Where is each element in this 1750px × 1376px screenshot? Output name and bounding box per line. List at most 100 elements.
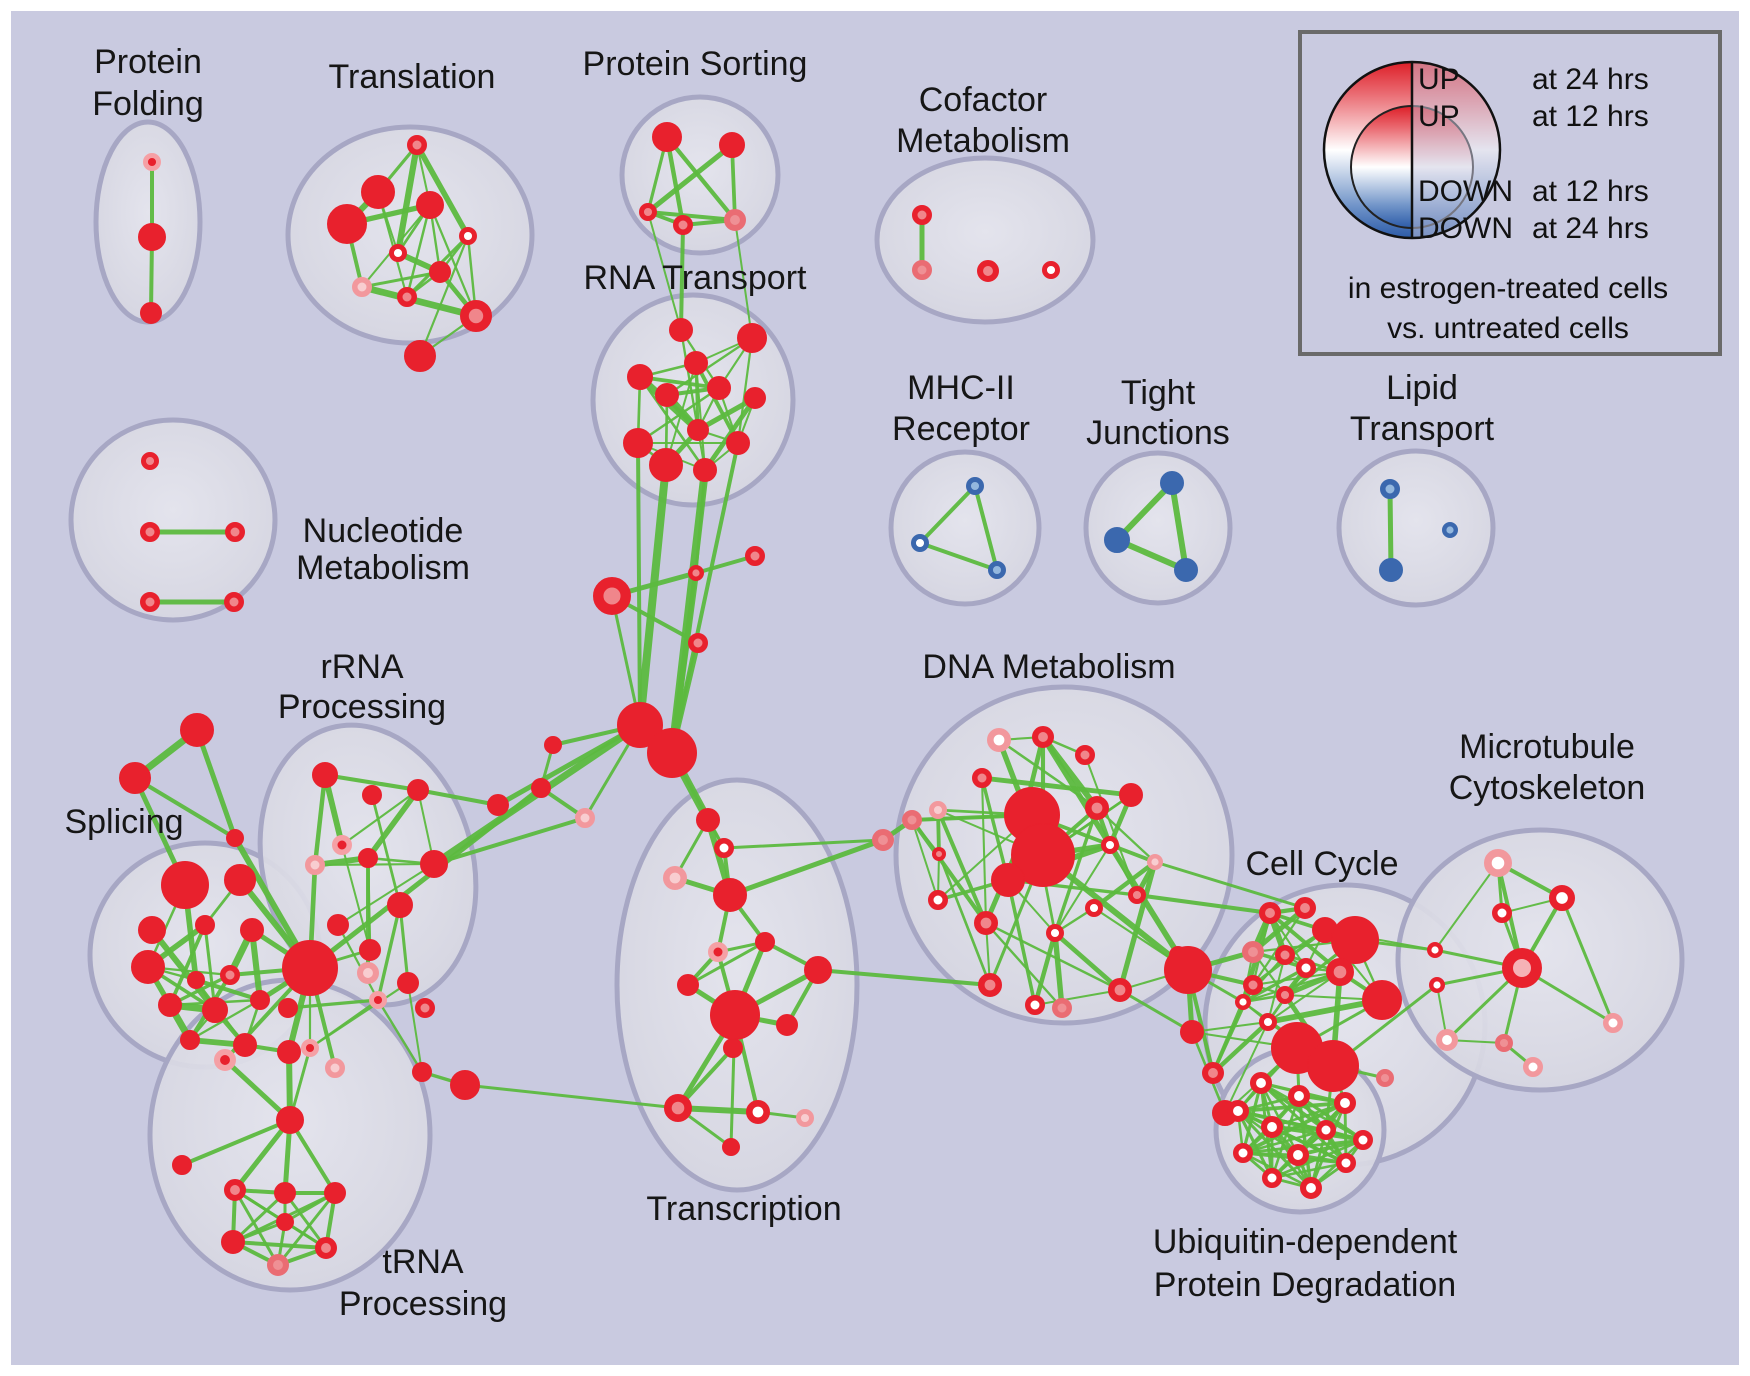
network-node-cellcycle[interactable] bbox=[1234, 994, 1251, 1011]
network-node-dna[interactable] bbox=[1052, 998, 1072, 1018]
network-node-dna[interactable] bbox=[1108, 977, 1133, 1002]
network-node-rrna[interactable] bbox=[397, 972, 419, 994]
network-node-transcription[interactable] bbox=[714, 838, 734, 858]
network-node-microtubule[interactable] bbox=[1502, 948, 1542, 988]
network-node-backbone[interactable] bbox=[531, 778, 551, 798]
network-node-tight[interactable] bbox=[1160, 471, 1184, 495]
network-node-translation[interactable] bbox=[404, 340, 436, 372]
network-node-trna[interactable] bbox=[172, 1155, 192, 1175]
network-node-rna_transport[interactable] bbox=[693, 458, 717, 482]
network-node-dna[interactable] bbox=[1100, 835, 1119, 854]
network-node-rrna[interactable] bbox=[301, 1038, 320, 1057]
network-node-trna[interactable] bbox=[324, 1182, 346, 1204]
network-node-backbone[interactable] bbox=[180, 713, 214, 747]
network-node-trna[interactable] bbox=[266, 1254, 289, 1277]
network-node-rrna[interactable] bbox=[282, 940, 338, 996]
network-node-cellcycle[interactable] bbox=[1243, 975, 1263, 995]
network-node-transcription[interactable] bbox=[713, 878, 747, 912]
network-node-nucleotide[interactable] bbox=[141, 452, 160, 471]
network-node-cofactor[interactable] bbox=[977, 259, 1000, 282]
network-node-rna_transport[interactable] bbox=[627, 364, 653, 390]
network-node-microtubule[interactable] bbox=[1428, 977, 1445, 994]
network-node-protein_sorting[interactable] bbox=[638, 203, 657, 222]
network-node-translation[interactable] bbox=[397, 287, 417, 307]
network-node-rrna[interactable] bbox=[356, 962, 379, 985]
network-node-mhc2[interactable] bbox=[987, 560, 1006, 579]
network-node-dna[interactable] bbox=[972, 768, 992, 788]
network-node-microtubule[interactable] bbox=[1548, 885, 1575, 912]
network-node-rrna[interactable] bbox=[415, 998, 435, 1018]
network-node-rna_transport[interactable] bbox=[726, 431, 750, 455]
network-node-translation[interactable] bbox=[416, 191, 444, 219]
network-node-trna[interactable] bbox=[276, 1106, 304, 1134]
network-node-transcription[interactable] bbox=[677, 974, 699, 996]
network-node-protein_folding[interactable] bbox=[138, 223, 166, 251]
network-node-backbone[interactable] bbox=[647, 728, 697, 778]
network-node-microtubule[interactable] bbox=[1436, 1029, 1459, 1052]
network-node-rrna[interactable] bbox=[412, 1062, 432, 1082]
network-node-rna_transport[interactable] bbox=[744, 387, 766, 409]
network-node-translation[interactable] bbox=[459, 299, 492, 332]
network-node-cellcycle[interactable] bbox=[1275, 985, 1294, 1004]
network-node-dna[interactable] bbox=[1032, 726, 1055, 749]
network-node-dna[interactable] bbox=[977, 972, 1002, 997]
network-node-cofactor[interactable] bbox=[1041, 261, 1060, 280]
network-node-transcription[interactable] bbox=[745, 1100, 770, 1125]
network-node-cofactor[interactable] bbox=[912, 205, 932, 225]
network-node-transcription[interactable] bbox=[804, 956, 832, 984]
network-node-ubiquitin[interactable] bbox=[1334, 1092, 1357, 1115]
network-node-dna[interactable] bbox=[932, 847, 946, 861]
network-node-splicing[interactable] bbox=[224, 864, 256, 896]
network-node-rna_transport[interactable] bbox=[684, 351, 708, 375]
network-node-ubiquitin[interactable] bbox=[1233, 1143, 1253, 1163]
network-node-ubiquitin[interactable] bbox=[1261, 1116, 1284, 1139]
network-node-cellcycle[interactable] bbox=[1202, 1062, 1225, 1085]
network-node-trna[interactable] bbox=[274, 1182, 296, 1204]
network-node-transcription[interactable] bbox=[722, 1138, 740, 1156]
network-node-rrna[interactable] bbox=[407, 779, 429, 801]
network-node-rrna[interactable] bbox=[332, 835, 352, 855]
network-node-rrna[interactable] bbox=[420, 850, 448, 878]
network-node-rrna[interactable] bbox=[359, 939, 381, 961]
network-node-microtubule[interactable] bbox=[1492, 903, 1512, 923]
network-node-microtubule[interactable] bbox=[1523, 1057, 1543, 1077]
network-node-transcription[interactable] bbox=[710, 990, 760, 1040]
network-node-microtubule[interactable] bbox=[1426, 942, 1443, 959]
network-node-translation[interactable] bbox=[429, 261, 451, 283]
network-node-nucleotide[interactable] bbox=[140, 522, 160, 542]
network-node-ubiquitin[interactable] bbox=[1316, 1120, 1336, 1140]
network-node-tight[interactable] bbox=[1174, 558, 1198, 582]
network-node-cellcycle[interactable] bbox=[1331, 916, 1379, 964]
network-node-transcription[interactable] bbox=[696, 808, 720, 832]
network-node-backbone[interactable] bbox=[592, 576, 631, 615]
network-node-trna[interactable] bbox=[277, 1040, 301, 1064]
network-node-dna[interactable] bbox=[1084, 898, 1103, 917]
network-node-rna_transport[interactable] bbox=[655, 383, 679, 407]
network-node-translation[interactable] bbox=[389, 244, 408, 263]
network-node-dna[interactable] bbox=[986, 727, 1011, 752]
network-node-translation[interactable] bbox=[361, 175, 395, 209]
network-node-ubiquitin[interactable] bbox=[1227, 1100, 1250, 1123]
network-node-ubiquitin[interactable] bbox=[1287, 1144, 1310, 1167]
network-node-ubiquitin[interactable] bbox=[1262, 1168, 1282, 1188]
network-node-ubiquitin[interactable] bbox=[1336, 1153, 1356, 1173]
network-node-protein_sorting[interactable] bbox=[719, 132, 745, 158]
network-node-rna_transport[interactable] bbox=[737, 323, 767, 353]
network-node-dna[interactable] bbox=[1164, 946, 1212, 994]
network-node-transcription[interactable] bbox=[723, 1038, 743, 1058]
network-node-splicing[interactable] bbox=[131, 950, 165, 984]
network-node-ubiquitin[interactable] bbox=[1288, 1085, 1311, 1108]
network-node-transcription[interactable] bbox=[776, 1014, 798, 1036]
network-node-lipid[interactable] bbox=[1441, 522, 1458, 539]
network-node-microtubule[interactable] bbox=[1494, 1033, 1513, 1052]
network-node-rrna[interactable] bbox=[325, 1058, 345, 1078]
network-node-translation[interactable] bbox=[459, 227, 478, 246]
network-node-protein_folding[interactable] bbox=[140, 302, 162, 324]
network-node-backbone[interactable] bbox=[688, 565, 705, 582]
network-node-microtubule[interactable] bbox=[1375, 1068, 1394, 1087]
network-node-protein_folding[interactable] bbox=[143, 153, 162, 172]
network-node-dna[interactable] bbox=[1119, 783, 1143, 807]
network-node-dna[interactable] bbox=[928, 800, 947, 819]
network-node-tight[interactable] bbox=[1104, 527, 1130, 553]
network-node-ubiquitin[interactable] bbox=[1300, 1177, 1323, 1200]
